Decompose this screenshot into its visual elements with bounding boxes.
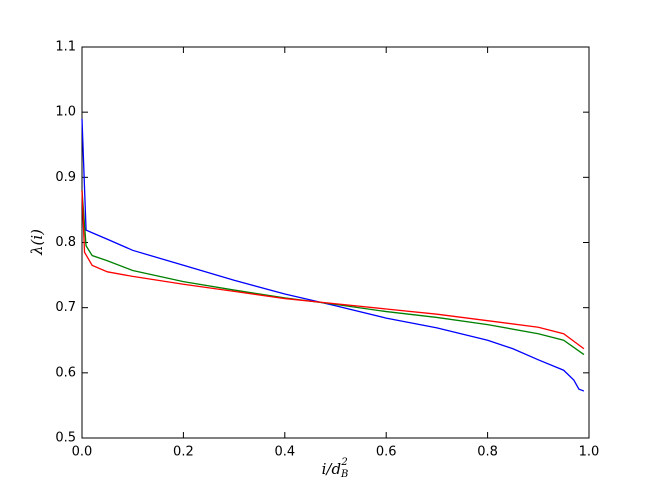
x-tick-label: 0.8 [477,445,498,460]
y-tick-label: 0.9 [55,170,76,185]
plot-frame [81,46,590,439]
series-line [81,190,585,356]
x-tick-label: 0.0 [72,445,93,460]
x-label-sup: 2 [340,457,347,468]
x-axis-label: i/dB2 [322,457,349,480]
y-tick-label: 1.1 [55,40,76,55]
x-tick-label: 1.0 [579,445,600,460]
series-line [81,190,585,350]
y-axis-label: λ(i) [28,229,46,256]
y-tick-label: 0.6 [55,365,76,380]
x-tick-label: 0.6 [376,445,397,460]
y-tick-label: 0.7 [55,300,76,315]
x-tick-label: 0.4 [274,445,295,460]
series-line [81,118,585,392]
y-tick-label: 1.0 [55,105,76,120]
x-label-sub: B [340,469,348,480]
x-tick-label: 0.2 [173,445,194,460]
y-tick-label: 0.5 [55,431,76,446]
y-tick-label: 0.8 [55,235,76,250]
x-label-main: i/d [322,460,341,478]
